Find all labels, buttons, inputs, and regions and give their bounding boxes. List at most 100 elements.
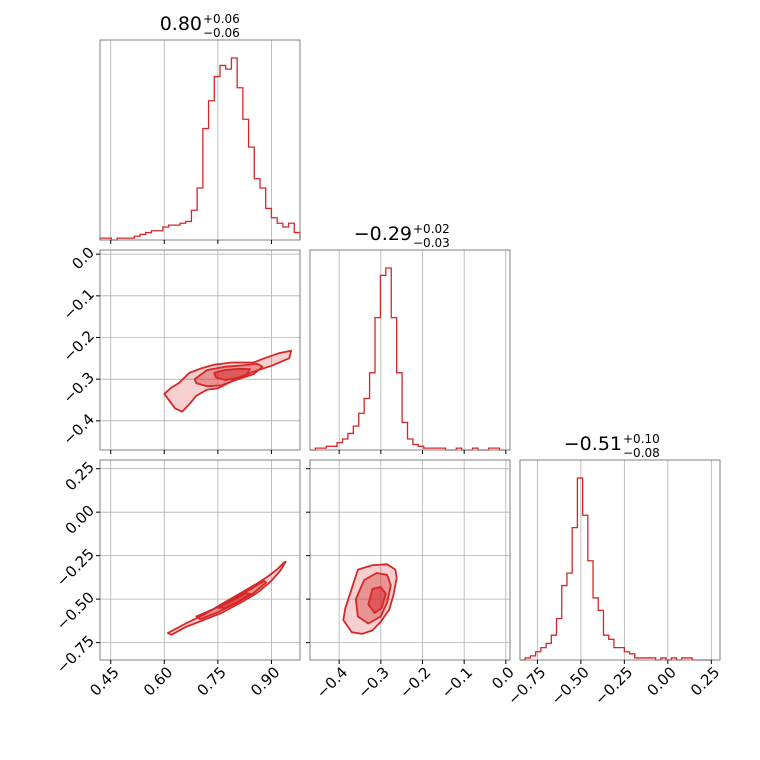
histogram-panel-2: −0.75−0.50−0.25 0.00 0.25−0.51 +0.10−0.08 [504, 432, 723, 709]
histogram-bar [562, 586, 567, 660]
histogram-bar [343, 439, 348, 450]
histogram-bar [375, 318, 380, 450]
panel-border [519, 459, 721, 661]
histogram-bar [220, 65, 226, 240]
panel-border [99, 39, 301, 241]
x-tick-label: 0.25 [687, 663, 723, 699]
histogram-bar [386, 268, 391, 450]
x-tick-label: −0.50 [548, 663, 593, 708]
title-minus: −0.08 [623, 446, 660, 460]
histogram-bar [530, 656, 535, 660]
histogram-bar [624, 652, 629, 660]
histogram-bar [231, 58, 237, 240]
histogram-bar [140, 234, 146, 240]
histogram-bar [146, 233, 152, 240]
histogram-bar [289, 223, 295, 240]
histogram-bar [391, 318, 396, 450]
histogram-bar [186, 221, 192, 240]
histogram-bar [180, 223, 186, 240]
contour-panel-0-2: 0.45 0.60 0.75 0.90 −0.75−0.50−0.25 0.00 0.25 [53, 458, 301, 700]
x-tick-label: −0.3 [354, 663, 392, 701]
panel-border [99, 249, 301, 451]
histogram-bar [197, 188, 203, 240]
panel-border [309, 249, 511, 451]
x-tick-label: −0.2 [396, 663, 434, 701]
histogram-bar [254, 179, 260, 240]
histogram-bar [572, 528, 577, 660]
y-tick-label: 0.00 [62, 501, 98, 537]
histogram-bar [283, 227, 289, 240]
histogram-step-line [99, 57, 301, 241]
title-median: −0.51 [564, 433, 622, 455]
x-tick-label: −0.1 [438, 663, 476, 701]
histogram-bar [397, 373, 402, 450]
y-tick-label: 0.25 [62, 458, 98, 494]
contour-level-3 [213, 367, 251, 381]
histogram-bar [348, 433, 353, 450]
histogram-bar [249, 147, 255, 240]
histogram-bar [237, 88, 243, 240]
histogram-panel-1: −0.29 +0.02−0.03 [309, 222, 511, 454]
contour-panel-1-2: −0.4 −0.3 −0.2 −0.1 0.0 [306, 459, 518, 702]
histogram-bar [214, 77, 220, 240]
histogram-bar [546, 643, 551, 660]
contour-level-1 [166, 560, 287, 636]
y-tick-label: −0.1 [60, 285, 98, 323]
histogram-bar [337, 443, 342, 450]
histogram-bar [593, 598, 598, 660]
histogram-bar [163, 227, 169, 240]
histogram-bar [557, 619, 562, 660]
histogram-bar [541, 648, 546, 660]
title-plus: +0.10 [623, 432, 660, 446]
histogram-bar [174, 225, 180, 240]
x-tick-label: −0.4 [313, 663, 351, 701]
histogram-bar [203, 129, 209, 240]
histogram-bar [277, 223, 283, 240]
title-minus: −0.06 [203, 26, 240, 40]
title-minus: −0.03 [413, 236, 450, 250]
histogram-bar [359, 413, 364, 450]
histogram-bar [567, 573, 572, 660]
x-tick-label: 0.45 [86, 663, 122, 699]
histogram-step-line [520, 477, 714, 661]
histogram-bar [402, 422, 407, 450]
histogram-title-1: −0.29 +0.02−0.03 [354, 222, 450, 250]
y-tick-label: −0.3 [60, 368, 98, 406]
histogram-panel-0: 0.80 +0.06−0.06 [99, 12, 301, 244]
histogram-bar [226, 69, 232, 240]
histogram-bar [271, 218, 277, 240]
histogram-bar [353, 426, 358, 450]
histogram-bar [577, 478, 582, 660]
histogram-bar [408, 439, 413, 450]
histogram-bar [151, 231, 157, 240]
x-tick-label: 0.60 [140, 663, 176, 699]
title-plus: +0.02 [413, 222, 450, 236]
histogram-bar [598, 610, 603, 660]
contour-level-3 [367, 586, 387, 614]
histogram-bar [370, 373, 375, 450]
y-tick-label: −0.75 [53, 632, 98, 677]
histogram-bar [243, 119, 249, 240]
histogram-title-2: −0.51 +0.10−0.08 [564, 432, 660, 460]
histogram-bar [619, 648, 624, 660]
histogram-bar [609, 639, 614, 660]
x-tick-label: 0.00 [643, 663, 679, 699]
x-tick-label: 0.90 [247, 663, 283, 699]
histogram-bar [169, 225, 175, 240]
y-tick-label: −0.50 [53, 588, 98, 633]
title-plus: +0.06 [203, 12, 240, 26]
histogram-bar [418, 446, 423, 450]
histogram-title-0: 0.80 +0.06−0.06 [160, 12, 240, 40]
title-median: 0.80 [160, 13, 202, 35]
histogram-bar [266, 208, 272, 240]
histogram-bar [326, 446, 331, 450]
histogram-bar [536, 652, 541, 660]
y-tick-label: −0.2 [60, 327, 98, 365]
title-median: −0.29 [354, 223, 412, 245]
x-tick-label: −0.25 [591, 663, 636, 708]
y-tick-label: 0.0 [68, 243, 98, 273]
histogram-bar [630, 654, 635, 660]
histogram-bar [332, 446, 337, 450]
contour-level-2 [195, 580, 268, 620]
